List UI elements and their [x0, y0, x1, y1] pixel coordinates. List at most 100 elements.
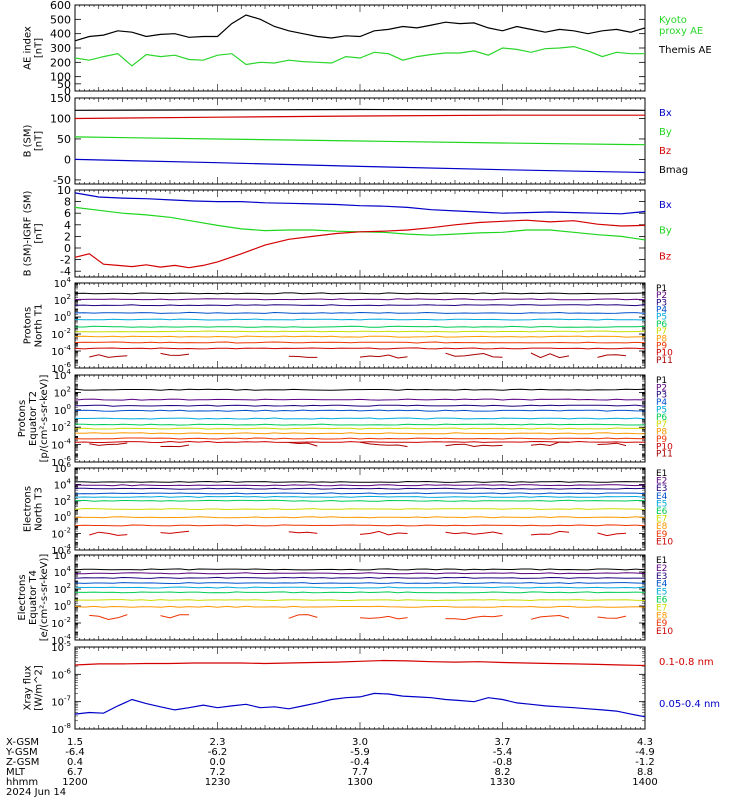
y-axis-label: B (SM) [23, 124, 34, 157]
y-tick-exponent: 2 [67, 582, 71, 590]
channel-line [74, 409, 646, 412]
footer-value: 0.0 [210, 757, 226, 768]
legend-label: 0.05-0.4 nm [659, 699, 720, 710]
y-tick-exponent: -2 [64, 527, 71, 535]
legend-label: Themis AE [658, 45, 712, 56]
y-tick-exponent: 0 [67, 403, 71, 411]
y-tick-label: 102 [54, 293, 71, 307]
y-axis-label: Equator T2 [28, 391, 39, 446]
footer-value: 2.3 [210, 737, 226, 748]
channel-line [74, 398, 646, 401]
footer-value: 7.2 [210, 767, 226, 778]
y-axis-label: [e/(cm²-s-sr-keV)] [39, 554, 50, 642]
channel-label: P5 [656, 313, 667, 323]
channel-line [74, 568, 646, 571]
legend-label: By [659, 226, 672, 237]
series-line [74, 692, 646, 718]
y-axis-label: Xray flux [23, 666, 34, 711]
y-tick-label: 50 [57, 133, 71, 146]
panel-frame [74, 554, 646, 641]
y-tick-label: 0 [64, 153, 71, 166]
legend-label: Bx [659, 108, 672, 119]
footer-row-label: hhmm [6, 777, 38, 788]
panel-frame [74, 282, 646, 369]
channel-line [74, 591, 646, 594]
series-line [74, 219, 646, 269]
channel-line-segment [160, 444, 190, 448]
y-tick-label: 10-6 [51, 667, 71, 681]
y-axis-label: [W/m^2] [34, 665, 45, 711]
y-tick-label: -2 [60, 254, 71, 267]
channel-line [74, 507, 646, 511]
y-tick-label: 200 [50, 56, 71, 69]
channel-label: P6 [656, 413, 667, 423]
footer-value: -5.4 [493, 747, 513, 758]
channel-label: E4 [656, 492, 668, 502]
y-axis-label: [nT] [34, 131, 45, 151]
y-tick-label: 0 [64, 85, 71, 98]
channel-line-segment [597, 354, 627, 358]
y-axis-label: B (SM)-IGRF (SM) [23, 191, 34, 277]
footer-value: 8.2 [495, 767, 511, 778]
channel-line-segment [530, 614, 570, 620]
channel-label: P10 [656, 349, 673, 359]
channel-line [75, 572, 646, 575]
channel-label: P3 [656, 391, 667, 401]
y-tick-label: 0 [64, 242, 71, 255]
channel-label: P7 [656, 420, 667, 430]
panel-frame [74, 646, 646, 730]
footer-value: 1.5 [67, 737, 83, 748]
footer-value: 1200 [62, 777, 87, 788]
y-axis-label: [p/(cm²-s-sr-keV)] [39, 375, 50, 463]
channel-label: E5 [656, 499, 667, 509]
y-tick-label: 100 [54, 403, 71, 417]
channel-label: E8 [656, 522, 668, 532]
channel-line-segment [89, 531, 128, 536]
y-tick-exponent: 4 [67, 276, 72, 284]
footer-value: 1300 [347, 777, 372, 788]
y-axis-label: AE index [23, 26, 34, 70]
channel-line-segment [359, 530, 408, 536]
channel-label: E7 [656, 603, 667, 613]
channel-line-segment [597, 442, 627, 447]
channel-label: P2 [656, 383, 667, 393]
y-tick-exponent: -4 [64, 543, 72, 551]
channel-line-segment [530, 352, 570, 359]
channel-label: E5 [656, 588, 667, 598]
channel-line-segment [89, 354, 128, 358]
channel-line [74, 576, 646, 579]
channel-line-segment [288, 614, 318, 619]
y-tick-exponent: -2 [64, 327, 71, 335]
footer-value: 3.0 [352, 737, 368, 748]
y-tick-label: 100 [50, 112, 71, 125]
channel-line-segment [89, 442, 128, 446]
y-tick-label: 400 [50, 28, 71, 41]
channel-label: P3 [656, 298, 667, 308]
y-tick-exponent: -5 [64, 640, 71, 648]
y-axis-label: Electrons [17, 574, 28, 620]
channel-line [74, 432, 646, 435]
y-tick-label: 10-2 [51, 327, 71, 341]
y-tick-exponent: -6 [64, 667, 72, 675]
channel-line [75, 325, 646, 328]
channel-label: P11 [656, 450, 673, 460]
footer-value: -0.8 [493, 757, 513, 768]
y-tick-exponent: 6 [67, 461, 72, 469]
y-tick-exponent: -2 [64, 420, 71, 428]
legend-label: 0.1-0.8 nm [659, 657, 714, 668]
legend-label: Bx [659, 200, 672, 211]
channel-line [74, 480, 646, 483]
channel-line [74, 298, 646, 301]
y-tick-label: 10-4 [51, 344, 71, 358]
channel-label: E7 [656, 515, 667, 525]
channel-line-segment [89, 614, 128, 621]
y-tick-label: 102 [54, 385, 71, 399]
channel-label: P9 [656, 435, 667, 445]
channel-label: P4 [656, 398, 667, 408]
y-axis-label: North T3 [34, 487, 45, 531]
channel-label: P10 [656, 442, 673, 452]
footer-value: 1400 [632, 777, 657, 788]
channel-label: P2 [656, 291, 667, 301]
